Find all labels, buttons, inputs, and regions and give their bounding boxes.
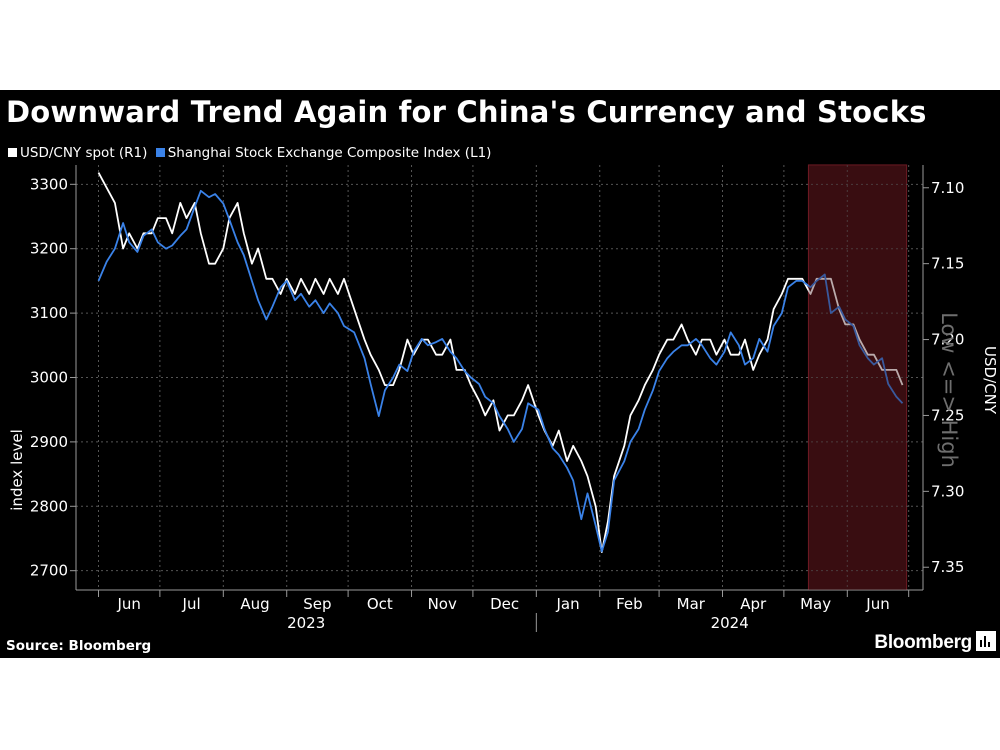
year-label-2024: 2024 bbox=[711, 614, 749, 632]
legend-swatch-shcomp bbox=[155, 148, 165, 157]
left-tick-label: 3100 bbox=[30, 304, 68, 322]
legend-label-shcomp: Shanghai Stock Exchange Composite Index … bbox=[167, 145, 492, 161]
left-tick-label: 2700 bbox=[30, 562, 68, 580]
chart-svg: 2700 2800 2900 3000 3100 3200 3300 7.10 7.15 7.2… bbox=[8, 164, 999, 632]
left-axis-label: index level bbox=[8, 429, 26, 510]
left-tick-label: 2900 bbox=[30, 433, 68, 451]
x-tick-label: Jul bbox=[182, 595, 201, 613]
x-tick-label: Apr bbox=[740, 595, 767, 613]
annotation-low-high: Low <=> High bbox=[937, 312, 961, 468]
x-tick-label: Aug bbox=[240, 595, 269, 613]
line-shanghai-composite bbox=[97, 189, 904, 553]
right-tick-label: 7.15 bbox=[931, 255, 964, 273]
x-tick-label: Oct bbox=[367, 595, 393, 613]
gridlines bbox=[76, 165, 923, 590]
series-shcomp bbox=[97, 189, 904, 553]
x-tick-label: Mar bbox=[677, 595, 706, 613]
left-axis: 2700 2800 2900 3000 3100 3200 3300 bbox=[30, 175, 76, 580]
legend-item-cny: USD/CNY spot (R1) bbox=[8, 145, 147, 161]
x-tick-label: Jan bbox=[555, 595, 579, 613]
left-tick-label: 3200 bbox=[30, 240, 68, 258]
highlight-overlay bbox=[808, 165, 907, 590]
legend-item-shcomp: Shanghai Stock Exchange Composite Index … bbox=[155, 145, 492, 161]
chart-title: Downward Trend Again for China's Currenc… bbox=[6, 95, 927, 129]
brand-name: Bloomberg bbox=[874, 632, 972, 653]
series-cny bbox=[97, 172, 904, 554]
left-tick-label: 2800 bbox=[30, 497, 68, 515]
source-note: Source: Bloomberg bbox=[6, 638, 152, 654]
legend-swatch-cny bbox=[8, 148, 17, 157]
left-tick-label: 3300 bbox=[30, 175, 68, 193]
chart-panel: Downward Trend Again for China's Currenc… bbox=[0, 90, 1000, 658]
line-usd-cny bbox=[97, 172, 904, 554]
x-tick-label: May bbox=[800, 595, 831, 613]
right-axis-label: USD/CNY bbox=[981, 346, 999, 415]
bloomberg-logo-icon bbox=[976, 631, 996, 651]
year-label-2023: 2023 bbox=[287, 614, 325, 632]
x-tick-label: Dec bbox=[490, 595, 519, 613]
right-tick-label: 7.30 bbox=[931, 482, 964, 500]
left-tick-label: 3000 bbox=[30, 369, 68, 387]
x-tick-label: Nov bbox=[428, 595, 457, 613]
x-tick-label: Jun bbox=[116, 595, 140, 613]
right-tick-label: 7.10 bbox=[931, 179, 964, 197]
legend-label-cny: USD/CNY spot (R1) bbox=[20, 145, 148, 161]
x-tick-label: Sep bbox=[303, 595, 331, 613]
x-tick-label: Feb bbox=[616, 595, 643, 613]
right-tick-label: 7.25 bbox=[931, 406, 964, 424]
right-tick-label: 7.35 bbox=[931, 558, 964, 576]
bloomberg-logo-glyph bbox=[980, 636, 990, 647]
right-tick-label: 7.20 bbox=[931, 331, 964, 349]
right-axis: 7.10 7.15 7.20 7.25 7.30 7.35 bbox=[923, 179, 964, 576]
x-axis: Jun Jul Aug Sep Oct Nov Dec Jan Feb Mar Apr May Jun 2… bbox=[98, 590, 910, 632]
x-tick-label: Jun bbox=[865, 595, 889, 613]
legend: USD/CNY spot (R1) Shanghai Stock Exchang… bbox=[8, 145, 495, 161]
